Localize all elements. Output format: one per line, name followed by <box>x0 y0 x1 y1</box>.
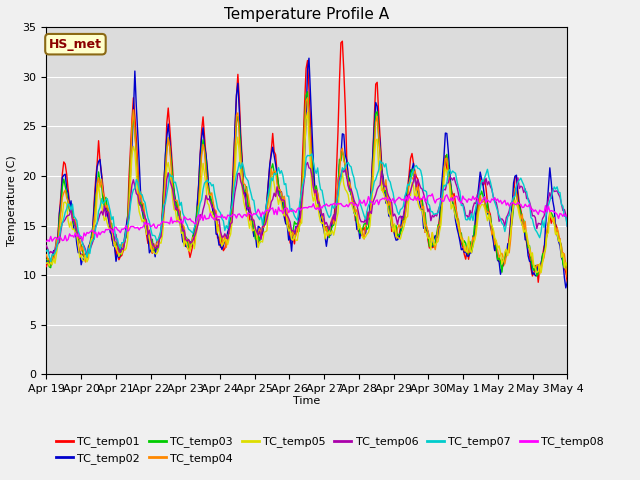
TC_temp01 <box>563 279 571 285</box>
TC_temp02 <box>536 263 543 269</box>
TC_temp01 <box>42 264 50 269</box>
TC_temp04 <box>215 222 223 228</box>
TC_temp02 <box>198 135 205 141</box>
TC_temp08 <box>198 212 205 218</box>
TC_temp08 <box>428 191 436 197</box>
TC_temp04 <box>224 233 232 239</box>
TC_temp06 <box>42 243 50 249</box>
TC_temp06 <box>225 227 233 233</box>
TC_temp02 <box>562 285 570 291</box>
TC_temp01 <box>224 239 232 245</box>
Title: Temperature Profile A: Temperature Profile A <box>224 7 389 22</box>
TC_temp04 <box>270 168 278 174</box>
TC_temp07 <box>225 216 233 222</box>
TC_temp07 <box>538 228 545 234</box>
TC_temp07 <box>308 151 316 157</box>
TC_temp05 <box>304 109 312 115</box>
TC_temp02 <box>305 55 313 61</box>
Text: HS_met: HS_met <box>49 38 102 51</box>
Line: TC_temp04: TC_temp04 <box>46 98 567 277</box>
TC_temp08 <box>106 227 114 232</box>
TC_temp06 <box>538 222 545 228</box>
TC_temp06 <box>216 228 224 234</box>
Legend: TC_temp01, TC_temp02, TC_temp03, TC_temp04, TC_temp05, TC_temp06, TC_temp07, TC_: TC_temp01, TC_temp02, TC_temp03, TC_temp… <box>52 432 608 468</box>
Line: TC_temp08: TC_temp08 <box>46 194 567 241</box>
TC_temp06 <box>304 160 312 166</box>
TC_temp03 <box>106 222 114 228</box>
TC_temp01 <box>339 38 346 44</box>
TC_temp03 <box>304 89 312 95</box>
TC_temp08 <box>270 212 278 217</box>
TC_temp03 <box>224 232 232 238</box>
TC_temp04 <box>42 252 50 258</box>
TC_temp05 <box>270 181 278 187</box>
TC_temp06 <box>83 252 91 258</box>
TC_temp02 <box>42 259 50 264</box>
TC_temp07 <box>199 187 207 192</box>
TC_temp04 <box>304 95 312 101</box>
TC_temp05 <box>215 224 223 229</box>
TC_temp05 <box>106 226 114 231</box>
TC_temp07 <box>563 223 571 229</box>
TC_temp07 <box>272 172 280 178</box>
TC_temp01 <box>270 149 278 155</box>
Line: TC_temp07: TC_temp07 <box>46 154 567 262</box>
TC_temp05 <box>563 263 571 269</box>
TC_temp02 <box>215 242 223 248</box>
TC_temp05 <box>538 270 545 276</box>
TC_temp05 <box>536 261 543 266</box>
TC_temp06 <box>272 194 280 200</box>
TC_temp01 <box>106 216 114 222</box>
TC_temp04 <box>563 274 571 280</box>
TC_temp05 <box>198 174 205 180</box>
TC_temp03 <box>270 169 278 175</box>
TC_temp04 <box>198 152 205 157</box>
TC_temp01 <box>538 261 545 266</box>
TC_temp07 <box>42 248 50 254</box>
TC_temp03 <box>533 273 541 279</box>
TC_temp06 <box>199 207 207 213</box>
TC_temp03 <box>563 271 571 277</box>
TC_temp02 <box>106 229 114 235</box>
TC_temp05 <box>224 241 232 247</box>
TC_temp08 <box>215 214 223 219</box>
TC_temp06 <box>563 224 571 229</box>
TC_temp02 <box>224 229 232 235</box>
TC_temp04 <box>536 271 543 277</box>
TC_temp03 <box>538 266 545 272</box>
Line: TC_temp03: TC_temp03 <box>46 92 567 276</box>
TC_temp07 <box>108 216 115 222</box>
TC_temp03 <box>198 150 205 156</box>
TC_temp08 <box>224 212 232 218</box>
TC_temp06 <box>108 226 115 232</box>
X-axis label: Time: Time <box>293 396 321 406</box>
TC_temp01 <box>534 279 542 285</box>
TC_temp07 <box>216 210 224 216</box>
TC_temp08 <box>563 213 571 218</box>
TC_temp03 <box>215 222 223 228</box>
TC_temp04 <box>106 215 114 220</box>
Line: TC_temp01: TC_temp01 <box>46 41 567 282</box>
TC_temp08 <box>536 207 543 213</box>
TC_temp02 <box>563 279 571 285</box>
TC_temp07 <box>47 259 54 264</box>
TC_temp01 <box>215 234 223 240</box>
TC_temp05 <box>42 260 50 266</box>
TC_temp02 <box>270 153 278 158</box>
TC_temp03 <box>42 257 50 263</box>
Line: TC_temp05: TC_temp05 <box>46 112 567 273</box>
Line: TC_temp06: TC_temp06 <box>46 163 567 255</box>
Line: TC_temp02: TC_temp02 <box>46 58 567 288</box>
Y-axis label: Temperature (C): Temperature (C) <box>7 156 17 246</box>
TC_temp08 <box>42 239 50 244</box>
TC_temp01 <box>198 128 205 133</box>
